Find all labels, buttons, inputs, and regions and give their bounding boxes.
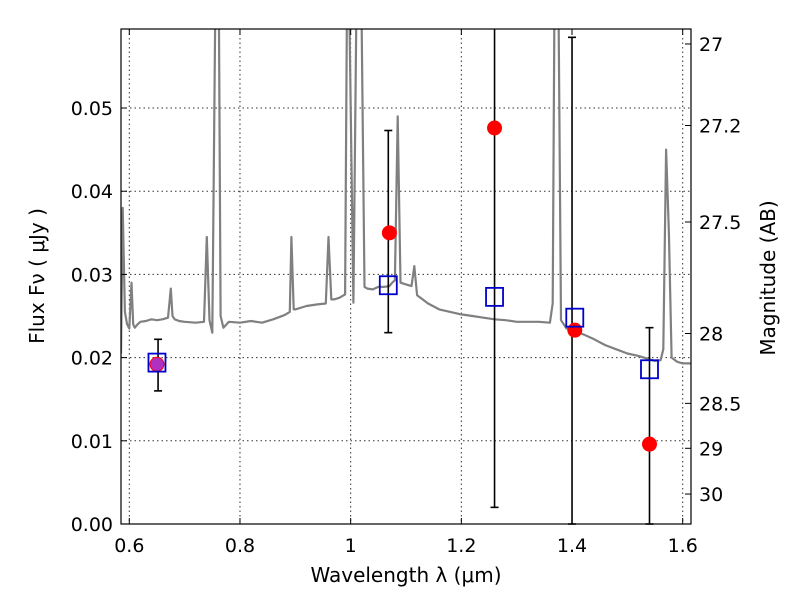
y-axis-label: Flux Fν ( μJy ) [25, 208, 49, 344]
right-tick-label: 28 [699, 323, 723, 345]
series-layer [121, 29, 691, 365]
y-tick-label: 0.01 [71, 431, 113, 453]
y-tick-label: 0.02 [71, 348, 113, 370]
model-flux-square [565, 307, 585, 328]
marker-layer [147, 29, 659, 525]
y-tick-label: 0.05 [71, 98, 113, 120]
y-axis-right: 27 27.2 27.5 28 28.5 29 30 [685, 34, 741, 506]
plot-area [121, 29, 691, 365]
x-tick-label: 1.4 [557, 535, 587, 557]
right-tick-label: 27.2 [699, 116, 741, 138]
model-spectrum-line [121, 29, 691, 365]
right-tick-label: 29 [699, 438, 723, 460]
right-tick-label: 28.5 [699, 393, 741, 415]
model-flux-square [640, 359, 659, 380]
y-axis-right-label: Magnitude (AB) [756, 200, 780, 355]
model-flux-square [147, 352, 167, 373]
x-tick-label: 0.8 [225, 535, 255, 557]
x-tick-label: 1.6 [668, 535, 698, 557]
model-flux-square [378, 275, 398, 296]
observed-flux-point [487, 120, 503, 136]
x-axis-label: Wavelength λ (μm) [310, 563, 501, 587]
right-tick-label: 27.5 [699, 212, 741, 234]
plot-frame [120, 28, 692, 525]
y-tick-label: 0.03 [71, 264, 113, 286]
overlap-flux-point [150, 357, 164, 371]
y-tick-label: 0.00 [71, 514, 113, 536]
x-tick-label: 1.2 [446, 535, 476, 557]
right-tick-label: 27 [699, 34, 723, 56]
y-tick-label: 0.04 [71, 181, 113, 203]
right-tick-label: 30 [699, 484, 723, 506]
x-axis: 0.6 0.8 1 1.2 1.4 1.6 [114, 29, 698, 557]
observed-flux-point [567, 322, 583, 338]
x-tick-label: 1 [345, 535, 357, 557]
y-axis-left: 0.00 0.01 0.02 0.03 0.04 0.05 [71, 98, 127, 536]
observed-flux-point [641, 436, 657, 452]
model-flux-square [485, 286, 504, 307]
observed-flux-point [381, 225, 397, 241]
x-tick-label: 0.6 [114, 535, 144, 557]
